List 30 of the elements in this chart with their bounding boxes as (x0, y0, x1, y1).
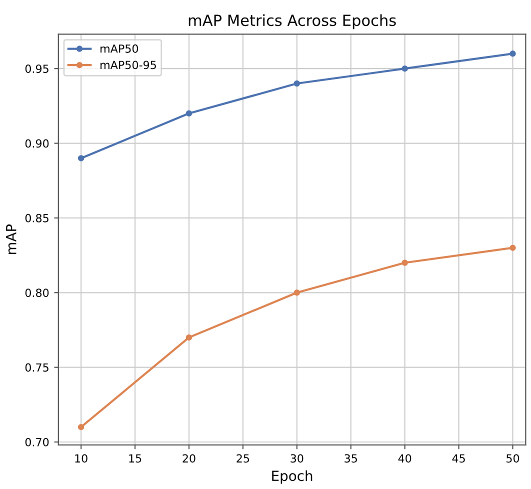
x-tick-label: 45 (452, 454, 465, 463)
point (510, 50, 516, 57)
point (78, 155, 84, 162)
y-tick-label: 0.70 (25, 438, 49, 446)
point (294, 80, 300, 87)
y-tick-label: 0.75 (25, 363, 48, 372)
x-tick-label: 15 (129, 454, 142, 463)
point (402, 260, 408, 266)
y-tick-label: 0.85 (25, 214, 48, 222)
x-tick-label: 20 (182, 454, 196, 463)
y-tick-label: 0.80 (25, 288, 49, 298)
legend-label: mAP50-95 (100, 60, 156, 70)
x-tick-label: 40 (398, 454, 412, 463)
y-tick-label: 0.95 (25, 64, 48, 73)
x-tick-label: 10 (75, 454, 88, 463)
x-tick-label: 25 (236, 454, 250, 463)
x-tick-label: 35 (344, 454, 357, 463)
point (510, 244, 516, 251)
x-axis-title: Epoch (272, 470, 312, 484)
chart-title: mAP Metrics Across Epochs (188, 14, 396, 30)
x-tick-label: 50 (506, 454, 520, 463)
point (186, 110, 192, 117)
y-tick-label: 0.90 (25, 139, 49, 148)
point (78, 424, 84, 430)
point (402, 65, 408, 72)
point (294, 290, 300, 296)
point (186, 334, 192, 341)
legend-label: mAP50 (100, 44, 138, 53)
x-tick-label: 30 (290, 454, 304, 463)
y-axis-title: mAP (6, 224, 16, 254)
